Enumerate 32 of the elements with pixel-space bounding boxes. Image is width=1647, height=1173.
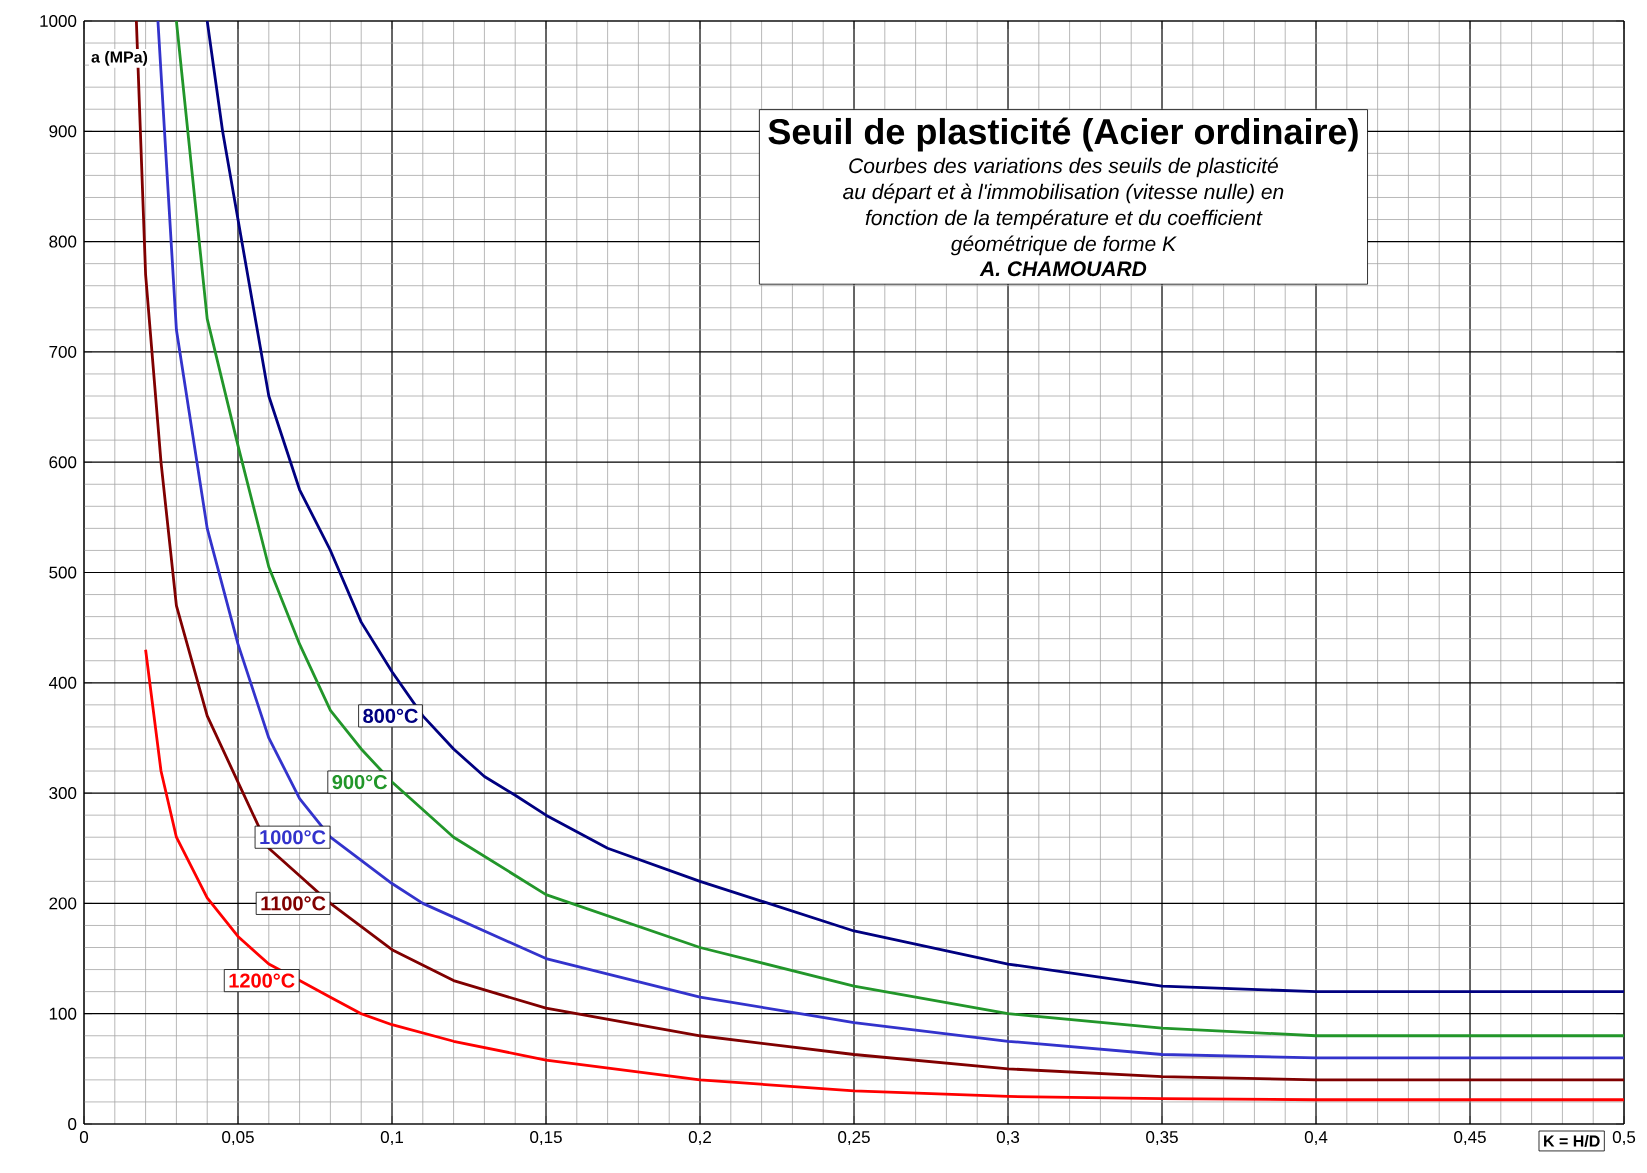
x-tick-label: 0,4: [1304, 1131, 1328, 1146]
x-tick-label: 0: [79, 1131, 89, 1144]
series-label: 900°C: [332, 774, 388, 790]
y-tick-label: 500: [49, 566, 77, 579]
y-tick-label: 600: [49, 456, 77, 469]
x-tick-label: 0,15: [530, 1131, 562, 1146]
series-label: 1100°C: [261, 896, 326, 911]
text: Seuil de plasticité (Acier ordinaire): [768, 117, 1358, 152]
x-tick-label: 0,2: [688, 1131, 711, 1146]
annotation: A. CHAMOUARD: [979, 261, 1147, 277]
y-axis-title: a (MPa): [91, 50, 148, 66]
x-tick-label: 0,35: [1146, 1131, 1178, 1146]
y-tick-label: 200: [49, 897, 77, 910]
y-tick-label: 1000: [40, 14, 77, 27]
series-label: 800°C: [363, 708, 418, 723]
x-tick-label: 0,25: [838, 1131, 870, 1146]
series-label: 1200°C: [229, 973, 295, 988]
x-axis-title: K = H/D: [1544, 1135, 1600, 1147]
y-tick-label: 800: [49, 235, 77, 248]
x-tick-label: 0,3: [996, 1131, 1020, 1146]
y-tick-label: 0: [68, 1117, 77, 1131]
x-tick-label: 0,45: [1454, 1131, 1486, 1146]
x-tick-label: 0,5: [1612, 1131, 1636, 1146]
y-tick-label: 700: [49, 345, 77, 358]
y-tick-label: 900: [49, 125, 77, 138]
series-label: 1000°C: [260, 830, 326, 845]
y-tick-label: 300: [49, 787, 77, 800]
x-tick-label: 0,05: [222, 1131, 254, 1146]
y-tick-label: 400: [48, 676, 77, 689]
y-tick-label: 100: [49, 1007, 77, 1020]
text: Courbes des variations des seuils de plasticité au départ et à l'immobilisation (vitesse nulle) en fonction de la température et du coefficient géométrique de forme K: [843, 157, 1284, 256]
x-tick-label: 0,1: [380, 1131, 403, 1146]
